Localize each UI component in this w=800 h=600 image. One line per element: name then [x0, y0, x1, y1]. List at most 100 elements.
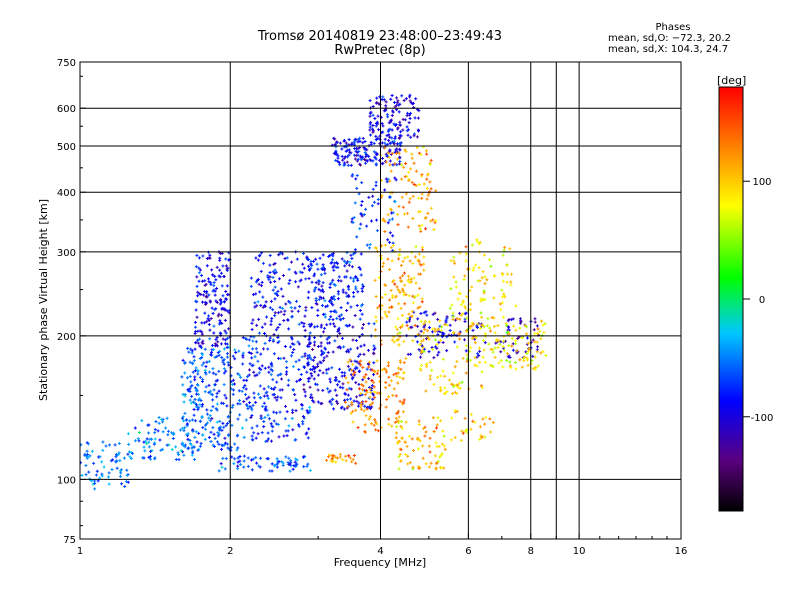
scatter-point — [245, 397, 249, 401]
scatter-point — [374, 137, 378, 141]
scatter-point — [279, 372, 283, 376]
scatter-point — [404, 356, 408, 360]
scatter-point — [260, 416, 264, 420]
scatter-point — [273, 285, 277, 289]
scatter-point — [383, 188, 387, 192]
scatter-point — [310, 368, 314, 372]
scatter-point — [200, 416, 204, 420]
scatter-point — [367, 365, 371, 369]
scatter-point — [337, 380, 341, 384]
scatter-point — [251, 403, 255, 407]
scatter-point — [266, 347, 270, 351]
scatter-point — [403, 440, 407, 444]
scatter-point — [390, 93, 394, 97]
scatter-point — [386, 129, 390, 133]
scatter-point — [391, 293, 395, 297]
scatter-point — [258, 331, 262, 335]
scatter-point — [502, 292, 506, 296]
scatter-point — [436, 375, 440, 379]
scatter-point — [396, 409, 400, 413]
scatter-point — [195, 284, 199, 288]
scatter-point — [540, 319, 544, 323]
scatter-point — [488, 363, 492, 367]
scatter-point — [308, 341, 312, 345]
scatter-point — [388, 298, 392, 302]
scatter-point — [340, 405, 344, 409]
scatter-point — [338, 367, 342, 371]
scatter-point — [292, 342, 296, 346]
scatter-point — [297, 322, 301, 326]
scatter-point — [338, 141, 342, 145]
scatter-point — [507, 325, 511, 329]
scatter-point — [371, 397, 375, 401]
scatter-point — [198, 329, 202, 333]
scatter-point — [283, 257, 287, 261]
scatter-point — [203, 300, 207, 304]
scatter-point — [386, 213, 390, 217]
scatter-point — [401, 165, 405, 169]
scatter-point — [417, 109, 421, 113]
scatter-point — [445, 323, 449, 327]
scatter-point — [303, 390, 307, 394]
scatter-point — [249, 415, 253, 419]
scatter-point — [481, 270, 485, 274]
scatter-point — [309, 323, 313, 327]
scatter-point — [208, 256, 212, 260]
scatter-point — [140, 419, 144, 423]
scatter-point — [469, 302, 473, 306]
scatter-point — [505, 330, 509, 334]
scatter-point — [191, 418, 195, 422]
scatter-point — [143, 449, 147, 453]
scatter-point — [383, 146, 387, 150]
scatter-point — [192, 413, 196, 417]
scatter-point — [426, 211, 430, 215]
scatter-point — [302, 455, 306, 459]
scatter-point — [271, 288, 275, 292]
scatter-point — [526, 363, 530, 367]
scatter-point — [469, 346, 473, 350]
scatter-point — [226, 336, 230, 340]
scatter-point — [499, 358, 503, 362]
x-tick-label: 4 — [377, 546, 383, 557]
scatter-point — [351, 372, 355, 376]
scatter-point — [428, 450, 432, 454]
scatter-point — [471, 322, 475, 326]
scatter-point — [325, 354, 329, 358]
scatter-point — [416, 116, 420, 120]
scatter-point — [491, 350, 495, 354]
scatter-point — [269, 373, 273, 377]
scatter-point — [212, 281, 216, 285]
scatter-point — [443, 322, 447, 326]
scatter-point — [277, 356, 281, 360]
scatter-point — [385, 154, 389, 158]
scatter-point — [371, 187, 375, 191]
colorbar-tick-label: -100 — [751, 413, 774, 424]
scatter-point — [502, 315, 506, 319]
scatter-point — [200, 279, 204, 283]
scatter-point — [428, 180, 432, 184]
scatter-point — [399, 130, 403, 134]
scatter-point — [359, 273, 363, 277]
scatter-point — [287, 281, 291, 285]
scatter-point — [267, 370, 271, 374]
scatter-point — [194, 430, 198, 434]
scatter-point — [347, 294, 351, 298]
scatter-point — [321, 265, 325, 269]
scatter-point — [285, 410, 289, 414]
scatter-point — [457, 291, 461, 295]
scatter-point — [435, 346, 439, 350]
scatter-point — [423, 227, 427, 231]
scatter-point — [336, 456, 340, 460]
scatter-point — [368, 407, 372, 411]
scatter-point — [125, 468, 129, 472]
scatter-point — [220, 356, 224, 360]
scatter-point — [278, 410, 282, 414]
scatter-point — [328, 282, 332, 286]
scatter-point — [387, 155, 391, 159]
scatter-point — [255, 304, 259, 308]
scatter-point — [368, 405, 372, 409]
scatter-point — [186, 432, 190, 436]
scatter-point — [232, 388, 236, 392]
scatter-point — [370, 204, 374, 208]
scatter-point — [142, 456, 146, 460]
